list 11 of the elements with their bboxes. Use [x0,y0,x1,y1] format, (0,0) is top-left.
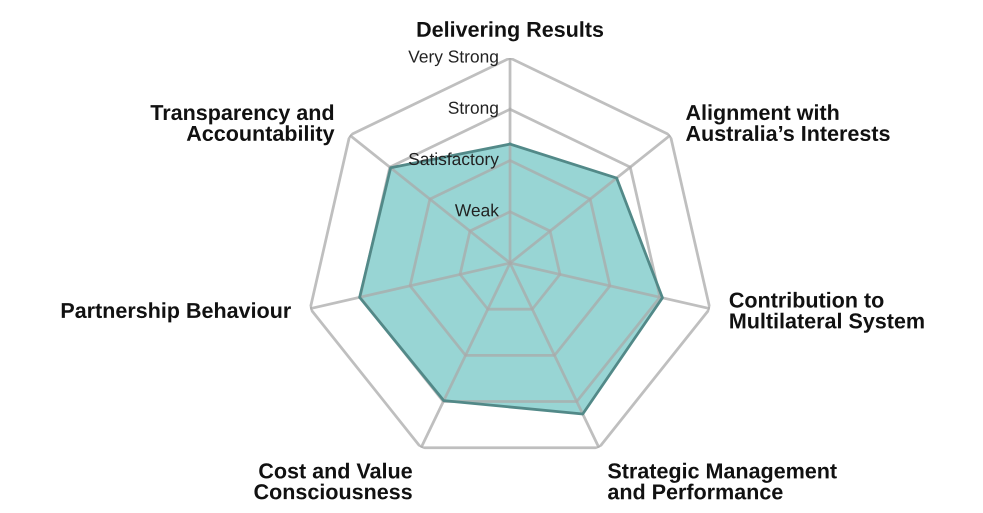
spoke-label: Alignment with Australia’s Interests [686,104,890,142]
y-tick-label: Very Strong [408,50,498,66]
y-tick-label: Satisfactory [409,152,499,169]
spoke-label: Transparency and Accountability [150,104,334,146]
spoke-label: Strategic Management and Performance [608,462,837,500]
y-tick-label: Strong [448,102,498,118]
spoke-label: Contribution to Multilateral System [730,292,924,333]
y-tick-label: Weak [454,204,499,216]
spoke-label: Partnership Behaviour [62,302,291,322]
spoke-label: Cost and Value Consciousness [254,462,412,500]
spoke-label: Delivering Results [418,21,604,42]
